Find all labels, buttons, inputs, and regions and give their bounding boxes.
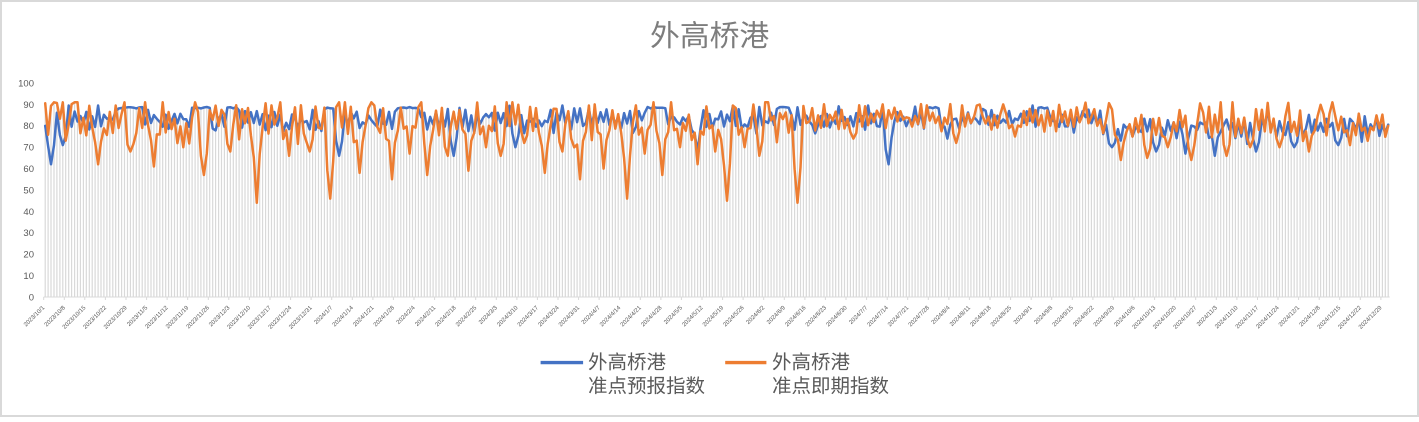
svg-text:20: 20 xyxy=(23,250,34,261)
svg-text:40: 40 xyxy=(23,207,34,218)
svg-text:50: 50 xyxy=(23,185,34,196)
svg-text:60: 60 xyxy=(23,164,34,175)
svg-text:90: 90 xyxy=(23,100,34,111)
svg-text:100: 100 xyxy=(18,78,34,89)
svg-text:10: 10 xyxy=(23,271,34,282)
svg-text:80: 80 xyxy=(23,121,34,132)
svg-text:0: 0 xyxy=(29,292,34,303)
svg-text:70: 70 xyxy=(23,143,34,154)
svg-text:30: 30 xyxy=(23,228,34,239)
